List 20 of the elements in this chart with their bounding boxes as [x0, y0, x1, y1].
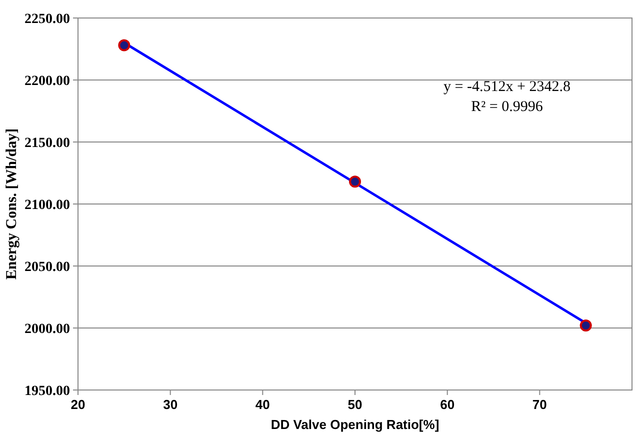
y-tick-label: 2100.00: [24, 198, 70, 213]
y-tick-label: 2250.00: [24, 12, 70, 27]
x-tick-label: 30: [163, 397, 178, 412]
point: [118, 39, 130, 52]
x-tick-label: 60: [440, 397, 455, 412]
y-tick-label: 2000.00: [24, 322, 70, 337]
y-tick-label: 2200.00: [24, 74, 70, 89]
x-tick-label: 40: [255, 397, 270, 412]
x-axis-title: DD Valve Opening Ratio[%]: [270, 417, 440, 432]
point: [580, 320, 592, 332]
y-axis-title: Energy Cons. [Wh/day]: [4, 128, 20, 280]
x-tick-label: 20: [70, 397, 86, 412]
y-tick-label: 2050.00: [24, 260, 70, 275]
y-tick-label: 2150.00: [24, 136, 70, 151]
annotation: R² = 0.9996: [471, 99, 544, 115]
x-tick-label: 50: [348, 397, 362, 412]
x-tick-label: 70: [532, 397, 547, 412]
point: [349, 176, 361, 188]
y-tick-label: 1950.00: [24, 384, 70, 399]
annotation: y = -4.512x + 2342.8: [444, 79, 570, 95]
